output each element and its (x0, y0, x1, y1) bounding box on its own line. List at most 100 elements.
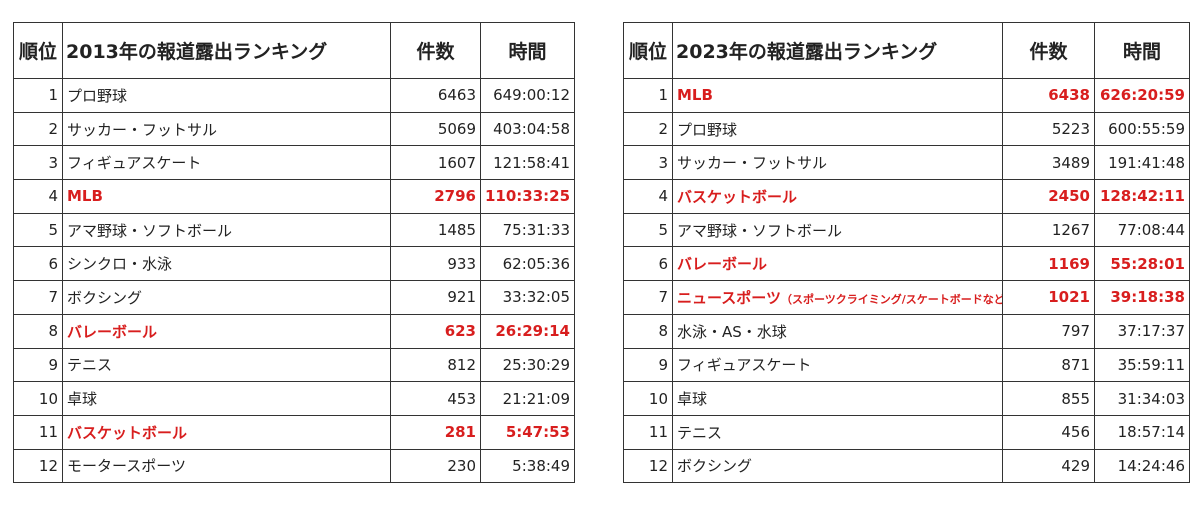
rank-cell: 1 (13, 78, 63, 113)
table-row: 8 バレーボール 623 26:29:14 (13, 313, 575, 349)
rank-cell: 2 (13, 111, 63, 147)
table-row: 10 卓球 453 21:21:09 (13, 381, 575, 416)
rank-cell: 4 (623, 179, 673, 214)
sport-cell: アマ野球・ソフトボール (62, 212, 391, 248)
rank-cell: 3 (623, 145, 673, 181)
count-cell: 281 (390, 414, 481, 450)
sport-name: サッカー・フットサル (677, 154, 828, 173)
header-row: 順位 2013年の報道露出ランキング 件数 時間 (13, 22, 575, 79)
rank-cell: 7 (623, 280, 673, 315)
table-row: 6 バレーボール 1169 55:28:01 (623, 246, 1190, 282)
rank-cell: 8 (623, 313, 673, 349)
count-cell: 1607 (390, 145, 481, 181)
rank-cell: 4 (13, 179, 63, 214)
count-cell: 3489 (1002, 145, 1095, 181)
rank-cell: 9 (13, 347, 63, 383)
time-cell: 403:04:58 (480, 111, 575, 147)
sport-cell: プロ野球 (672, 111, 1003, 147)
time-cell: 5:38:49 (480, 448, 575, 484)
sport-cell: アマ野球・ソフトボール (672, 212, 1003, 248)
sport-name: 卓球 (677, 390, 708, 409)
sport-name: 水泳・AS・水球 (677, 322, 787, 341)
time-cell: 649:00:12 (480, 78, 575, 113)
time-cell: 5:47:53 (480, 414, 575, 450)
count-cell: 429 (1002, 448, 1095, 484)
count-cell: 1267 (1002, 212, 1095, 248)
time-header: 時間 (1094, 22, 1190, 79)
time-cell: 14:24:46 (1094, 448, 1190, 484)
sport-cell: テニス (672, 414, 1003, 450)
table-row: 10 卓球 855 31:34:03 (623, 381, 1190, 416)
sport-name: アマ野球・ソフトボール (67, 221, 233, 240)
sport-cell: バスケットボール (62, 414, 391, 450)
sport-cell: 卓球 (62, 381, 391, 416)
time-cell: 191:41:48 (1094, 145, 1190, 181)
sport-name: ボクシング (67, 288, 143, 307)
sport-name: モータースポーツ (67, 457, 186, 476)
count-cell: 5223 (1002, 111, 1095, 147)
sport-name: アマ野球・ソフトボール (677, 221, 843, 240)
table-row: 4 MLB 2796 110:33:25 (13, 179, 575, 214)
count-cell: 933 (390, 246, 481, 282)
rank-cell: 10 (13, 381, 63, 416)
sport-cell: ニュースポーツ（スポーツクライミング/スケートボードなど） (672, 280, 1003, 315)
time-cell: 77:08:44 (1094, 212, 1190, 248)
rank-cell: 7 (13, 280, 63, 315)
sport-name: バレーボール (67, 322, 158, 341)
rank-cell: 6 (623, 246, 673, 282)
sport-name: プロ野球 (677, 120, 738, 139)
rank-cell: 12 (623, 448, 673, 484)
table-row: 9 テニス 812 25:30:29 (13, 347, 575, 383)
count-cell: 797 (1002, 313, 1095, 349)
sport-name: フィギュアスケート (677, 356, 812, 375)
time-cell: 600:55:59 (1094, 111, 1190, 147)
time-cell: 33:32:05 (480, 280, 575, 315)
sport-cell: ボクシング (62, 280, 391, 315)
rank-cell: 11 (623, 414, 673, 450)
count-cell: 453 (390, 381, 481, 416)
count-cell: 1021 (1002, 280, 1095, 315)
table-row: 5 アマ野球・ソフトボール 1267 77:08:44 (623, 212, 1190, 248)
time-cell: 128:42:11 (1094, 179, 1190, 214)
count-cell: 812 (390, 347, 481, 383)
time-cell: 110:33:25 (480, 179, 575, 214)
table-row: 12 モータースポーツ 230 5:38:49 (13, 448, 575, 484)
rank-header: 順位 (13, 22, 63, 79)
count-header: 件数 (1002, 22, 1095, 79)
table-row: 7 ニュースポーツ（スポーツクライミング/スケートボードなど） 1021 39:18:… (623, 280, 1190, 315)
time-cell: 26:29:14 (480, 313, 575, 349)
table-row: 4 バスケットボール 2450 128:42:11 (623, 179, 1190, 214)
count-cell: 2796 (390, 179, 481, 214)
table-row: 2 プロ野球 5223 600:55:59 (623, 111, 1190, 147)
time-cell: 55:28:01 (1094, 246, 1190, 282)
count-cell: 1485 (390, 212, 481, 248)
count-cell: 230 (390, 448, 481, 484)
time-cell: 31:34:03 (1094, 381, 1190, 416)
time-cell: 35:59:11 (1094, 347, 1190, 383)
sport-name: MLB (67, 187, 103, 206)
count-cell: 623 (390, 313, 481, 349)
time-cell: 39:18:38 (1094, 280, 1190, 315)
sport-name: シンクロ・水泳 (67, 255, 173, 274)
rank-cell: 3 (13, 145, 63, 181)
time-cell: 75:31:33 (480, 212, 575, 248)
table-row: 11 バスケットボール 281 5:47:53 (13, 414, 575, 450)
time-cell: 18:57:14 (1094, 414, 1190, 450)
sport-cell: 水泳・AS・水球 (672, 313, 1003, 349)
rank-cell: 9 (623, 347, 673, 383)
table-row: 6 シンクロ・水泳 933 62:05:36 (13, 246, 575, 282)
table-row: 8 水泳・AS・水球 797 37:17:37 (623, 313, 1190, 349)
rank-header: 順位 (623, 22, 673, 79)
count-cell: 1169 (1002, 246, 1095, 282)
count-cell: 921 (390, 280, 481, 315)
time-cell: 626:20:59 (1094, 78, 1190, 113)
table-row: 3 サッカー・フットサル 3489 191:41:48 (623, 145, 1190, 181)
sport-cell: テニス (62, 347, 391, 383)
sport-cell: サッカー・フットサル (672, 145, 1003, 181)
table-row: 7 ボクシング 921 33:32:05 (13, 280, 575, 315)
sport-cell: モータースポーツ (62, 448, 391, 484)
sport-cell: 卓球 (672, 381, 1003, 416)
count-cell: 6438 (1002, 78, 1095, 113)
rank-cell: 11 (13, 414, 63, 450)
sport-cell: プロ野球 (62, 78, 391, 113)
